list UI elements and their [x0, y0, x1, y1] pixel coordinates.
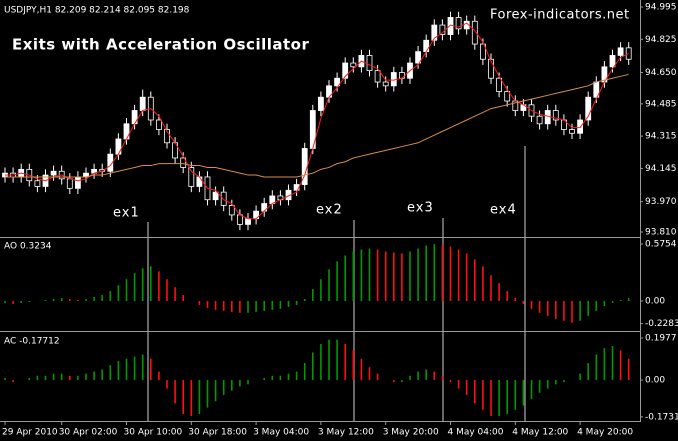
candle-body — [544, 110, 551, 125]
candle-body — [334, 77, 341, 87]
candle-body — [488, 58, 494, 79]
chart-title: Exits with Acceleration Oscillator — [12, 36, 309, 54]
candle-body — [423, 39, 430, 53]
candle-body — [585, 96, 592, 121]
candle-body — [34, 180, 41, 187]
y-tick-label: 94.315 — [645, 132, 677, 142]
candle-body — [536, 115, 543, 125]
y-tick-label: 94.650 — [645, 68, 677, 78]
annotation: ex2 — [316, 203, 343, 218]
candle-body — [447, 17, 454, 35]
y-tick-label: 0.5754 — [645, 240, 677, 250]
candle-body — [455, 17, 462, 30]
candle-body — [366, 55, 373, 72]
candle-body — [212, 191, 219, 201]
x-tick-label: 3 May 20:00 — [383, 428, 439, 438]
watermark: Forex-indicators.net — [490, 8, 630, 23]
panel-title: AO 0.3234 — [4, 242, 52, 252]
candle-body — [75, 176, 81, 189]
x-tick-label: 4 May 04:00 — [448, 428, 504, 438]
candle-body — [609, 55, 616, 68]
candle-body — [471, 20, 478, 45]
candle-body — [398, 72, 405, 79]
x-tick-label: 3 May 12:00 — [318, 428, 374, 438]
candle-body — [569, 129, 575, 134]
candle-body — [350, 62, 357, 68]
candle-body — [390, 72, 397, 87]
candle-body — [552, 110, 559, 121]
candle-body — [382, 81, 389, 87]
panel-title: AC -0.17712 — [4, 337, 60, 347]
candle-body — [164, 129, 170, 144]
y-tick-label: 93.810 — [645, 228, 677, 238]
candle-body — [577, 119, 583, 134]
x-tick-label: 4 May 20:00 — [577, 428, 633, 438]
candle-body — [196, 176, 203, 187]
candle-body — [155, 119, 162, 130]
x-tick-label: 3 May 04:00 — [253, 428, 309, 438]
y-tick-label: 94.995 — [645, 3, 677, 13]
y-tick-label: 93.970 — [645, 197, 677, 207]
candle-body — [139, 96, 146, 111]
candle-body — [317, 96, 324, 111]
y-tick-label: 0.00 — [645, 376, 665, 386]
x-tick-label: 30 Apr 10:00 — [124, 428, 183, 438]
x-tick-label: 30 Apr 02:00 — [59, 428, 118, 438]
candle-body — [188, 167, 195, 187]
annotation: ex4 — [490, 203, 517, 218]
candle-body — [617, 47, 624, 56]
annotation: ex3 — [407, 201, 434, 216]
candle-body — [479, 43, 486, 60]
panel-frame — [0, 0, 641, 422]
annotation: ex1 — [113, 206, 140, 221]
candle-body — [415, 51, 422, 64]
y-tick-label: 94.825 — [645, 35, 677, 45]
y-tick-label: 94.145 — [645, 164, 677, 174]
x-tick-label: 4 May 12:00 — [512, 428, 568, 438]
candle-body — [504, 91, 511, 102]
candle-body — [50, 170, 57, 176]
x-tick-label: 29 Apr 2010 — [2, 428, 58, 438]
x-tick-label: 30 Apr 18:00 — [188, 428, 247, 438]
candle-body — [220, 191, 227, 206]
y-tick-label: 0.1977 — [645, 334, 677, 344]
y-tick-label: -0.17312 — [645, 412, 678, 422]
candle-body — [180, 157, 187, 168]
candle-body — [66, 178, 73, 189]
moving-average — [5, 73, 629, 178]
candle-body — [496, 77, 503, 92]
moving-average — [5, 22, 629, 220]
symbol-header: USDJPY,H1 82.209 82.214 82.095 82.198 — [4, 6, 190, 16]
candle-body — [374, 70, 381, 83]
candle-body — [236, 214, 243, 225]
y-tick-label: -0.2283 — [645, 319, 678, 329]
y-tick-label: 94.485 — [645, 99, 677, 109]
candle-body — [431, 24, 438, 41]
candle-body — [245, 218, 251, 225]
candle-body — [228, 205, 235, 216]
y-tick-label: 0.00 — [645, 296, 665, 306]
candle-body — [342, 62, 349, 79]
